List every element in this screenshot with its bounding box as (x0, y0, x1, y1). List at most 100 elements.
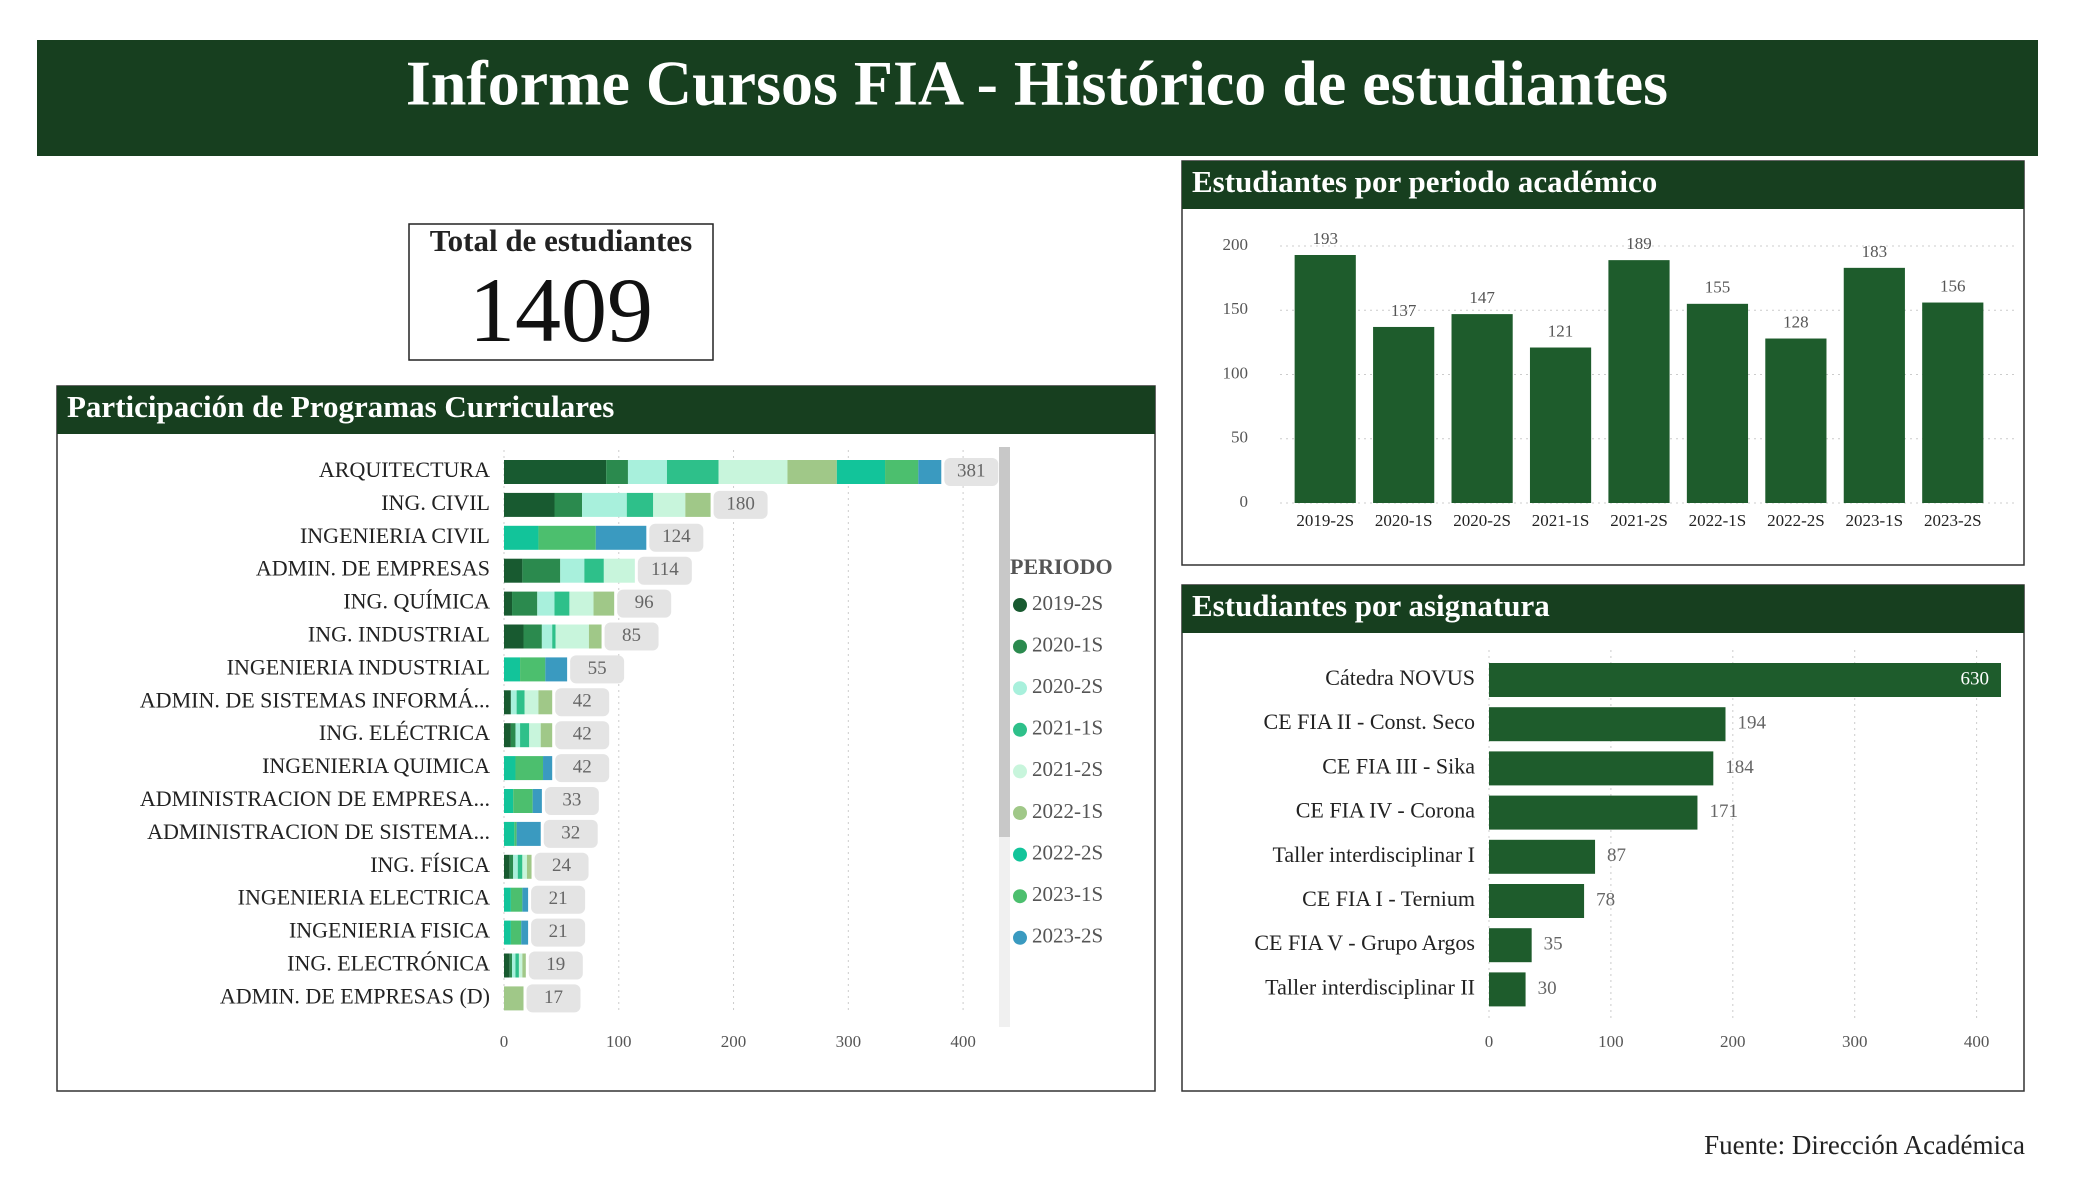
category-label: INGENIERIA ELECTRICA (238, 885, 490, 910)
total-label: 21 (549, 888, 568, 909)
category-label: ING. FÍSICA (370, 852, 490, 877)
bar (1489, 928, 1532, 963)
total-label: 114 (651, 559, 679, 580)
bar-segment (537, 591, 555, 616)
x-tick-label: 100 (606, 1032, 632, 1051)
panel-title: Estudiantes por periodo académico (1192, 164, 1657, 199)
x-tick-label: 200 (721, 1032, 747, 1051)
bar-segment (522, 854, 527, 879)
bar-segment (538, 525, 596, 550)
bar-segment (504, 789, 514, 813)
bar-segment (512, 953, 516, 978)
category-label: Cátedra NOVUS (1325, 665, 1475, 690)
y-tick-label: 150 (1223, 299, 1249, 318)
bar-segment (593, 591, 615, 616)
legend-marker (1013, 889, 1027, 904)
bar-segment (515, 953, 519, 978)
x-tick-label: 2022-1S (1689, 511, 1747, 530)
bar-segment (522, 953, 526, 978)
bar-segment (504, 624, 524, 649)
bar (1489, 884, 1585, 918)
x-tick-label: 2023-2S (1924, 511, 1982, 530)
bar (1843, 267, 1905, 503)
category-label: ADMINISTRACION DE SISTEMA... (147, 819, 490, 844)
bar-segment (520, 657, 546, 682)
data-label: 156 (1940, 276, 1966, 295)
bar (1451, 314, 1513, 503)
legend-title: PERIODO (1010, 554, 1113, 579)
bar-segment (603, 558, 635, 583)
legend-marker (1013, 764, 1027, 779)
bar-segment (606, 460, 628, 484)
total-label-bg (604, 622, 659, 651)
bar-segment (520, 723, 530, 748)
bar-segment (836, 460, 886, 484)
bar-segment (518, 953, 523, 978)
legend-label: 2023-2S (1032, 924, 1103, 948)
data-label: 147 (1469, 288, 1495, 307)
panel-frame (1181, 584, 2025, 1092)
bar-segment (524, 690, 539, 715)
bar-segment (538, 690, 553, 715)
bar-segment (504, 591, 513, 616)
total-label-bg (528, 951, 583, 980)
category-label: INGENIERIA CIVIL (300, 523, 490, 548)
x-tick-label: 2019-2S (1296, 511, 1354, 530)
x-tick-label: 400 (1964, 1032, 1990, 1051)
category-label: CE FIA IV - Corona (1296, 798, 1475, 823)
total-label: 180 (726, 493, 755, 514)
data-label: 184 (1725, 757, 1754, 778)
category-label: ARQUITECTURA (319, 457, 490, 482)
category-label: INGENIERIA INDUSTRIAL (227, 654, 490, 679)
total-label: 21 (549, 921, 568, 942)
y-tick-label: 200 (1223, 235, 1249, 254)
legend-marker (1013, 806, 1027, 820)
total-label: 17 (544, 987, 563, 1008)
bar-segment (509, 953, 513, 978)
total-label: 381 (957, 460, 986, 481)
category-label: INGENIERIA FISICA (289, 918, 490, 943)
category-label: CE FIA V - Grupo Argos (1254, 930, 1475, 955)
category-label: CE FIA I - Ternium (1302, 886, 1475, 911)
total-label-bg (526, 984, 581, 1013)
data-label: 121 (1548, 321, 1574, 340)
total-label-bg (555, 754, 610, 783)
total-label: 124 (662, 526, 691, 547)
bar-segment (918, 460, 942, 484)
panel-title: Estudiantes por asignatura (1192, 588, 1550, 623)
bar-segment (504, 492, 555, 517)
y-tick-label: 50 (1231, 428, 1248, 447)
legend-marker (1013, 722, 1027, 737)
panel-header (1182, 161, 2024, 209)
category-label: ING. CIVIL (381, 490, 490, 515)
category-label: Taller interdisciplinar II (1265, 974, 1475, 999)
bar-segment (513, 854, 518, 879)
bar-segment (514, 821, 517, 846)
bar-segment (504, 690, 511, 715)
bar-segment (504, 756, 516, 781)
bar-segment (504, 460, 607, 484)
data-label: 194 (1737, 713, 1766, 734)
category-label: CE FIA III - Sika (1322, 753, 1475, 778)
bar-segment (569, 591, 594, 616)
category-label: ADMIN. DE EMPRESAS (256, 556, 490, 581)
data-label: 183 (1862, 242, 1888, 261)
bar-segment (885, 460, 919, 484)
bar-segment (543, 756, 553, 781)
bar-segment (626, 492, 654, 517)
bar-segment (595, 525, 647, 550)
total-label-bg (944, 458, 999, 486)
kpi-value: 1409 (469, 259, 653, 361)
data-label: 155 (1705, 278, 1731, 297)
legend-label: 2022-1S (1032, 799, 1103, 823)
bar-segment (515, 723, 521, 748)
bar-segment (545, 657, 568, 682)
bar (1489, 751, 1714, 786)
x-tick-label: 0 (1485, 1032, 1494, 1051)
panel-title: Participación de Programas Curriculares (67, 389, 614, 424)
bar-segment (504, 723, 511, 748)
bar-segment (540, 723, 553, 748)
bar-segment (504, 657, 521, 682)
total-label-bg (713, 490, 768, 519)
